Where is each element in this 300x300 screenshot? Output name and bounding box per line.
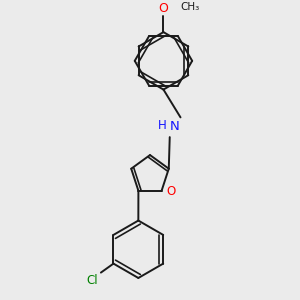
Text: O: O bbox=[166, 185, 175, 198]
Text: Cl: Cl bbox=[87, 274, 98, 287]
Text: O: O bbox=[158, 2, 168, 15]
Text: N: N bbox=[169, 120, 179, 133]
Text: CH₃: CH₃ bbox=[181, 2, 200, 12]
Text: H: H bbox=[158, 119, 166, 132]
